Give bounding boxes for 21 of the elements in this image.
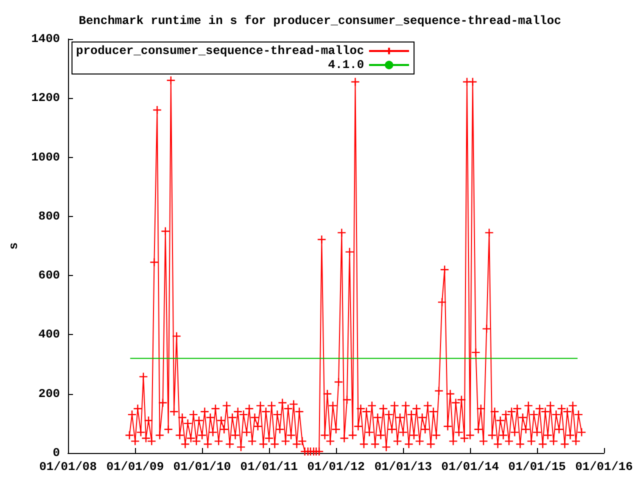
y-tick-label: 200: [38, 386, 60, 401]
chart-title: Benchmark runtime in s for producer_consumer_sequence-thread-malloc: [78, 14, 562, 28]
y-tick-label: 800: [38, 209, 60, 224]
x-tick-label: 01/01/09: [106, 460, 164, 474]
legend-label: producer_consumer_sequence-thread-malloc: [76, 44, 364, 58]
y-tick-label: 0: [52, 446, 60, 460]
x-tick-label: 01/01/16: [575, 460, 633, 474]
x-tick-label: 01/01/11: [240, 460, 298, 474]
x-tick-label: 01/01/14: [441, 460, 499, 474]
y-tick-label: 600: [38, 268, 60, 283]
x-tick-label: 01/01/12: [307, 460, 365, 474]
y-tick-label: 1000: [31, 150, 60, 164]
x-tick-label: 01/01/13: [374, 460, 432, 474]
x-tick-label: 01/01/10: [173, 460, 231, 474]
y-tick-label: 400: [38, 328, 60, 342]
y-axis-title: s: [7, 242, 21, 250]
legend-label: 4.1.0: [328, 58, 364, 72]
y-tick-label: 1200: [31, 91, 60, 106]
x-tick-label: 01/01/08: [39, 460, 97, 474]
x-tick-label: 01/01/15: [508, 460, 566, 474]
y-tick-label: 1400: [31, 32, 60, 46]
